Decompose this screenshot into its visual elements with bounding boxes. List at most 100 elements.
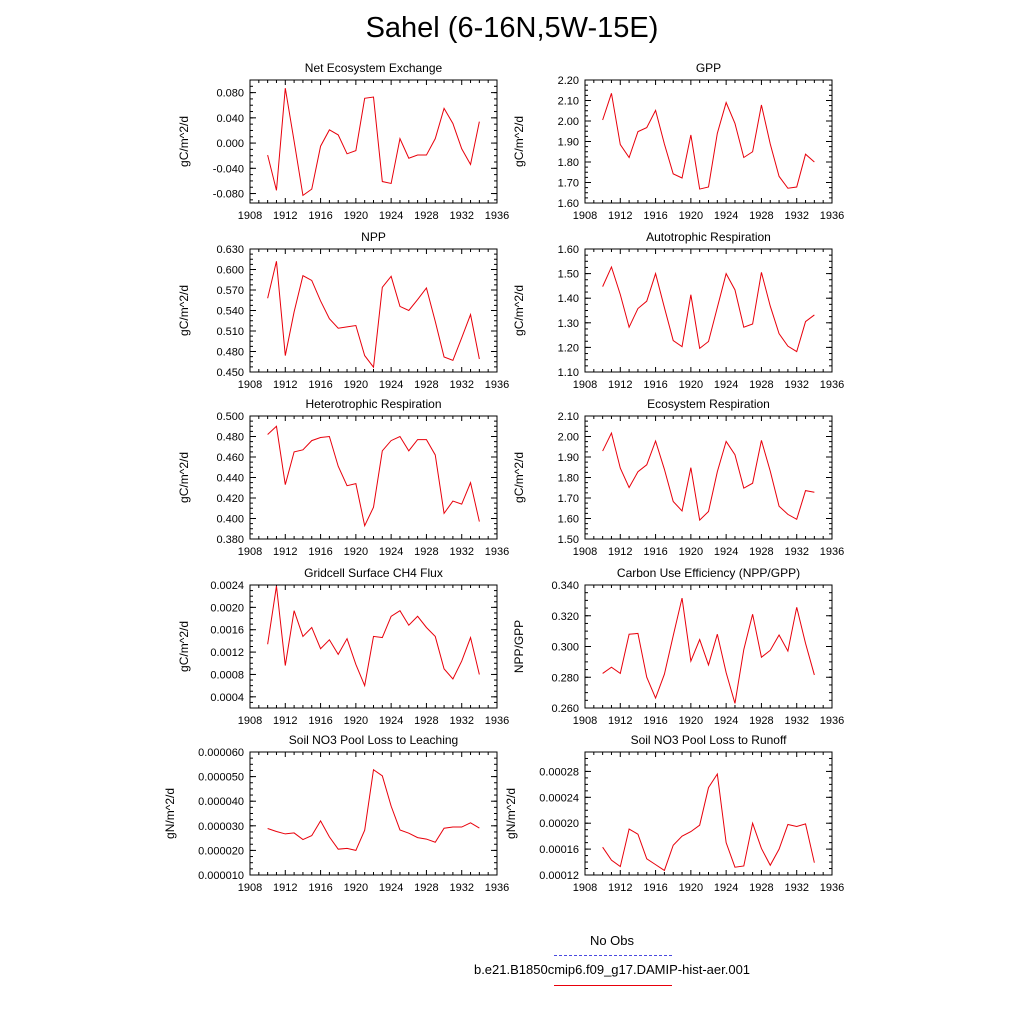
x-tick-label: 1936 bbox=[485, 546, 509, 558]
x-tick-label: 1916 bbox=[308, 210, 332, 222]
panel-title: Carbon Use Efficiency (NPP/GPP) bbox=[617, 566, 800, 580]
x-tick-label: 1916 bbox=[308, 715, 332, 727]
y-tick-label: 0.000050 bbox=[198, 772, 244, 784]
panel-1: GPP gC/m^2/d 1908 1912 1916 1920 1924 1928 1932 1… bbox=[512, 61, 844, 222]
y-tick-label: 0.0016 bbox=[210, 625, 244, 637]
y-tick-label: 1.80 bbox=[558, 157, 579, 169]
y-tick-label: 0.000 bbox=[216, 138, 244, 150]
x-tick-label: 1916 bbox=[643, 715, 667, 727]
y-tick-label: 0.540 bbox=[216, 306, 244, 318]
y-axis-label: gC/m^2/d bbox=[177, 452, 191, 503]
y-tick-label: 0.000040 bbox=[198, 796, 244, 808]
y-axis-label: gC/m^2/d bbox=[512, 116, 526, 167]
x-tick-label: 1932 bbox=[449, 882, 473, 894]
x-tick-label: 1928 bbox=[749, 546, 773, 558]
x-tick-label: 1916 bbox=[643, 546, 667, 558]
x-tick-label: 1912 bbox=[273, 546, 297, 558]
x-tick-label: 1912 bbox=[273, 715, 297, 727]
x-tick-label: 1912 bbox=[608, 882, 632, 894]
y-tick-label: 0.300 bbox=[551, 642, 579, 654]
x-tick-label: 1920 bbox=[679, 882, 703, 894]
y-tick-label: 1.90 bbox=[558, 452, 579, 464]
x-tick-label: 1936 bbox=[820, 546, 844, 558]
y-tick-label: 1.60 bbox=[558, 514, 579, 526]
x-tick-label: 1928 bbox=[749, 210, 773, 222]
y-tick-label: 0.080 bbox=[216, 88, 244, 100]
panel-title: Gridcell Surface CH4 Flux bbox=[304, 566, 443, 580]
x-tick-label: 1932 bbox=[784, 546, 808, 558]
x-tick-label: 1916 bbox=[308, 379, 332, 391]
x-tick-label: 1908 bbox=[573, 546, 597, 558]
y-axis-label: NPP/GPP bbox=[512, 620, 526, 673]
x-tick-label: 1920 bbox=[344, 546, 368, 558]
x-tick-label: 1924 bbox=[714, 379, 738, 391]
y-tick-label: 0.0012 bbox=[210, 647, 244, 659]
x-tick-label: 1920 bbox=[679, 210, 703, 222]
y-tick-label: 0.00020 bbox=[539, 818, 579, 830]
y-tick-label: 0.000030 bbox=[198, 821, 244, 833]
y-tick-label: 0.0020 bbox=[210, 602, 244, 614]
y-tick-label: 0.420 bbox=[216, 493, 244, 505]
y-tick-label: 0.570 bbox=[216, 285, 244, 297]
x-tick-label: 1932 bbox=[449, 379, 473, 391]
x-tick-label: 1932 bbox=[784, 882, 808, 894]
panel-7: Carbon Use Efficiency (NPP/GPP) NPP/GPP 19… bbox=[512, 566, 844, 727]
x-tick-label: 1928 bbox=[414, 882, 438, 894]
x-tick-label: 1936 bbox=[820, 210, 844, 222]
x-tick-label: 1928 bbox=[414, 715, 438, 727]
y-tick-label: 0.000020 bbox=[198, 845, 244, 857]
series-line bbox=[267, 88, 480, 197]
x-tick-label: 1920 bbox=[679, 715, 703, 727]
x-tick-label: 1936 bbox=[485, 715, 509, 727]
panel-title: Ecosystem Respiration bbox=[647, 397, 770, 411]
y-tick-label: 0.0004 bbox=[210, 692, 244, 704]
y-tick-label: 0.320 bbox=[551, 611, 579, 623]
y-tick-label: 0.510 bbox=[216, 326, 244, 338]
series-line bbox=[267, 768, 480, 851]
x-tick-label: 1932 bbox=[449, 210, 473, 222]
x-tick-label: 1936 bbox=[820, 379, 844, 391]
y-tick-label: 2.10 bbox=[558, 411, 579, 423]
y-tick-label: 0.600 bbox=[216, 265, 244, 277]
x-tick-label: 1908 bbox=[238, 715, 262, 727]
y-tick-label: 1.20 bbox=[558, 342, 579, 354]
series-line bbox=[267, 425, 480, 528]
y-tick-label: 0.000010 bbox=[198, 870, 244, 882]
y-tick-label: 0.400 bbox=[216, 514, 244, 526]
x-tick-label: 1912 bbox=[273, 882, 297, 894]
series-line bbox=[602, 597, 815, 704]
panel-3: Autotrophic Respiration gC/m^2/d 1908 1912 1… bbox=[512, 230, 844, 391]
series-line bbox=[267, 586, 480, 688]
x-tick-label: 1932 bbox=[449, 546, 473, 558]
x-tick-label: 1916 bbox=[643, 379, 667, 391]
y-tick-label: 0.480 bbox=[216, 347, 244, 359]
panel-6: Gridcell Surface CH4 Flux gC/m^2/d 1908 191… bbox=[177, 566, 509, 727]
y-tick-label: 0.500 bbox=[216, 411, 244, 423]
y-tick-label: 1.50 bbox=[558, 269, 579, 281]
series-line bbox=[602, 772, 815, 872]
y-tick-label: 1.30 bbox=[558, 318, 579, 330]
y-tick-label: 0.00028 bbox=[539, 766, 579, 778]
y-tick-label: 1.90 bbox=[558, 137, 579, 149]
y-tick-label: 1.60 bbox=[558, 244, 579, 256]
y-tick-label: 0.260 bbox=[551, 703, 579, 715]
panel-title: NPP bbox=[361, 230, 386, 244]
x-tick-label: 1928 bbox=[749, 715, 773, 727]
x-tick-label: 1908 bbox=[573, 715, 597, 727]
y-tick-label: 0.00024 bbox=[539, 792, 579, 804]
panel-title: Soil NO3 Pool Loss to Runoff bbox=[631, 733, 788, 747]
y-tick-label: 0.380 bbox=[216, 534, 244, 546]
x-tick-label: 1936 bbox=[485, 210, 509, 222]
plot-frame bbox=[584, 751, 833, 876]
y-axis-label: gC/m^2/d bbox=[177, 116, 191, 167]
y-tick-label: 1.70 bbox=[558, 178, 579, 190]
x-tick-label: 1928 bbox=[414, 210, 438, 222]
x-tick-label: 1908 bbox=[573, 210, 597, 222]
y-axis-label: gC/m^2/d bbox=[177, 621, 191, 672]
y-tick-label: 1.60 bbox=[558, 198, 579, 210]
x-tick-label: 1916 bbox=[308, 546, 332, 558]
y-tick-label: 0.040 bbox=[216, 113, 244, 125]
panel-5: Ecosystem Respiration gC/m^2/d 1908 1912 191… bbox=[512, 397, 844, 558]
plot-frame bbox=[584, 584, 833, 709]
x-tick-label: 1924 bbox=[379, 379, 403, 391]
